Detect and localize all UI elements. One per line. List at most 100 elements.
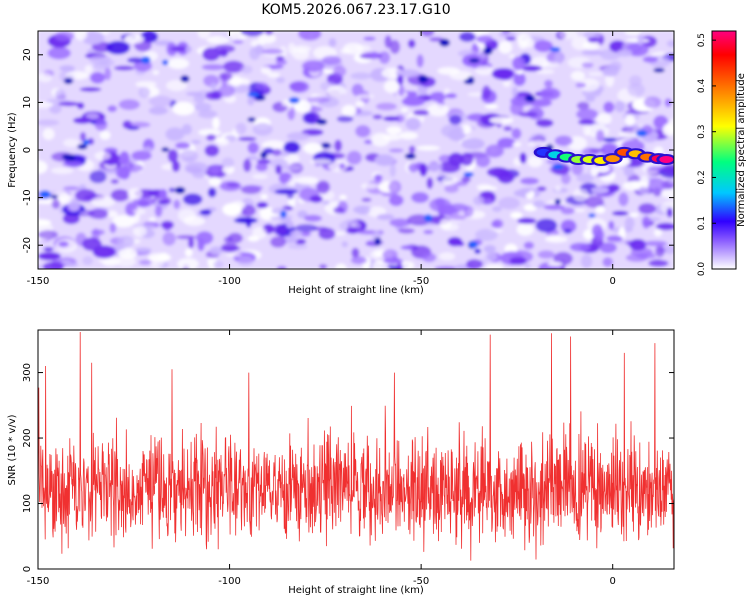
heatmap-cell: [578, 119, 596, 125]
heatmap-cell: [333, 206, 345, 214]
heatmap-hotspot: [50, 194, 58, 199]
y-tick-label: 100: [22, 494, 33, 513]
heatmap-cell: [625, 114, 636, 126]
heatmap-hotspot: [653, 68, 665, 73]
heatmap-cell: [302, 60, 325, 72]
heatmap-cell: [664, 98, 672, 108]
snr-x-ticks: -150 -100 -50 0: [27, 330, 616, 587]
heatmap-cell: [339, 163, 346, 169]
heatmap-hotspot: [254, 95, 266, 101]
heatmap-cell: [171, 160, 181, 172]
heatmap-cell: [343, 42, 364, 55]
heatmap-cell: [152, 70, 159, 75]
colorbar-tick-label: 0.0: [697, 262, 707, 277]
heatmap-cell: [201, 63, 226, 71]
heatmap-hotspot: [439, 38, 450, 47]
heatmap-cell: [42, 261, 64, 269]
heatmap-cell: [668, 178, 674, 185]
heatmap-cell: [639, 175, 650, 189]
colorbar-tick-label: 0.4: [697, 79, 707, 94]
heatmap-cell: [90, 72, 106, 84]
heatmap-cell: [138, 86, 151, 98]
heatmap-cell: [240, 31, 264, 37]
heatmap-cell: [575, 82, 586, 88]
heatmap-cell: [261, 66, 272, 75]
heatmap-cell: [439, 218, 452, 230]
heatmap-cell: [596, 113, 612, 125]
heatmap-cell: [460, 152, 474, 166]
heatmap-cell: [382, 134, 402, 141]
heatmap-cell: [509, 257, 527, 265]
heatmap-cell: [386, 126, 402, 135]
heatmap-cell: [62, 213, 80, 225]
heatmap-cell: [511, 86, 519, 98]
heatmap-cell: [653, 228, 663, 237]
heatmap-cell: [135, 247, 152, 253]
heatmap-cell: [383, 80, 400, 93]
heatmap-cell: [544, 79, 553, 88]
heatmap-cell: [110, 189, 130, 202]
colorbar-tick-label: 0.1: [697, 216, 707, 230]
heatmap-cell: [222, 203, 242, 216]
colorbar: 0.0 0.1 0.2 0.3 0.4 0.5 Normalized spectral a…: [697, 30, 747, 277]
heatmap-cell: [434, 265, 458, 269]
heatmap-cell: [429, 91, 447, 102]
heatmap-cell: [135, 81, 157, 88]
heatmap-cell: [63, 138, 80, 148]
heatmap-cell: [481, 85, 491, 100]
heatmap-cell: [589, 148, 605, 153]
heatmap-cell: [512, 142, 522, 147]
heatmap-cell: [237, 255, 254, 267]
heatmap-cell: [214, 44, 236, 53]
heatmap-hotspot: [554, 198, 561, 205]
y-tick-label: 20: [22, 48, 33, 61]
heatmap-cell: [346, 150, 362, 165]
heatmap-cell: [375, 102, 397, 111]
x-tick-label: -50: [413, 576, 429, 587]
heatmap-cell: [608, 220, 615, 230]
colorbar-tick-label: 0.2: [697, 170, 707, 184]
y-tick-label: 300: [22, 363, 33, 382]
heatmap-cell: [181, 123, 192, 135]
heatmap-cell: [104, 67, 112, 81]
heatmap-cell: [299, 231, 311, 237]
heatmap-y-axis-label: Frequency (Hz): [7, 112, 18, 188]
heatmap-cell: [73, 117, 92, 124]
heatmap-cell: [127, 57, 144, 64]
heatmap-cell: [602, 66, 619, 77]
chart-title: KOM5.2026.067.23.17.G10: [261, 2, 450, 18]
heatmap-cell: [118, 99, 140, 110]
heatmap-cell: [94, 118, 108, 131]
heatmap-cell: [388, 148, 404, 153]
heatmap-cell: [158, 199, 169, 205]
heatmap-cell: [261, 140, 286, 150]
heatmap-cell: [351, 83, 364, 97]
snr-frame: [37, 329, 675, 570]
heatmap-cell: [591, 186, 609, 194]
heatmap-cell: [614, 100, 626, 113]
heatmap-cell: [361, 183, 379, 190]
heatmap-cell: [599, 242, 617, 254]
heatmap-cell: [438, 154, 452, 163]
heatmap-cell: [510, 212, 523, 219]
heatmap-cell: [485, 264, 504, 269]
heatmap-cell: [197, 237, 205, 252]
x-tick-label: 0: [610, 576, 616, 587]
heatmap-cell: [328, 160, 349, 172]
heatmap-cell: [441, 124, 464, 138]
heatmap-cell: [560, 207, 575, 215]
heatmap-cell: [107, 105, 117, 113]
heatmap-cell: [92, 245, 116, 259]
heatmap-cell: [175, 142, 191, 150]
heatmap-cell: [459, 31, 476, 42]
heatmap-cell: [220, 243, 239, 253]
heatmap-cell: [212, 117, 220, 130]
heatmap-cell: [595, 129, 605, 142]
heatmap-cell: [584, 195, 604, 208]
heatmap-cell: [131, 150, 152, 161]
heatmap-cell: [571, 161, 584, 176]
heatmap-cell: [535, 218, 558, 233]
heatmap-hotspot: [140, 56, 151, 64]
heatmap-cell: [396, 69, 420, 78]
heatmap-cell: [374, 174, 383, 182]
